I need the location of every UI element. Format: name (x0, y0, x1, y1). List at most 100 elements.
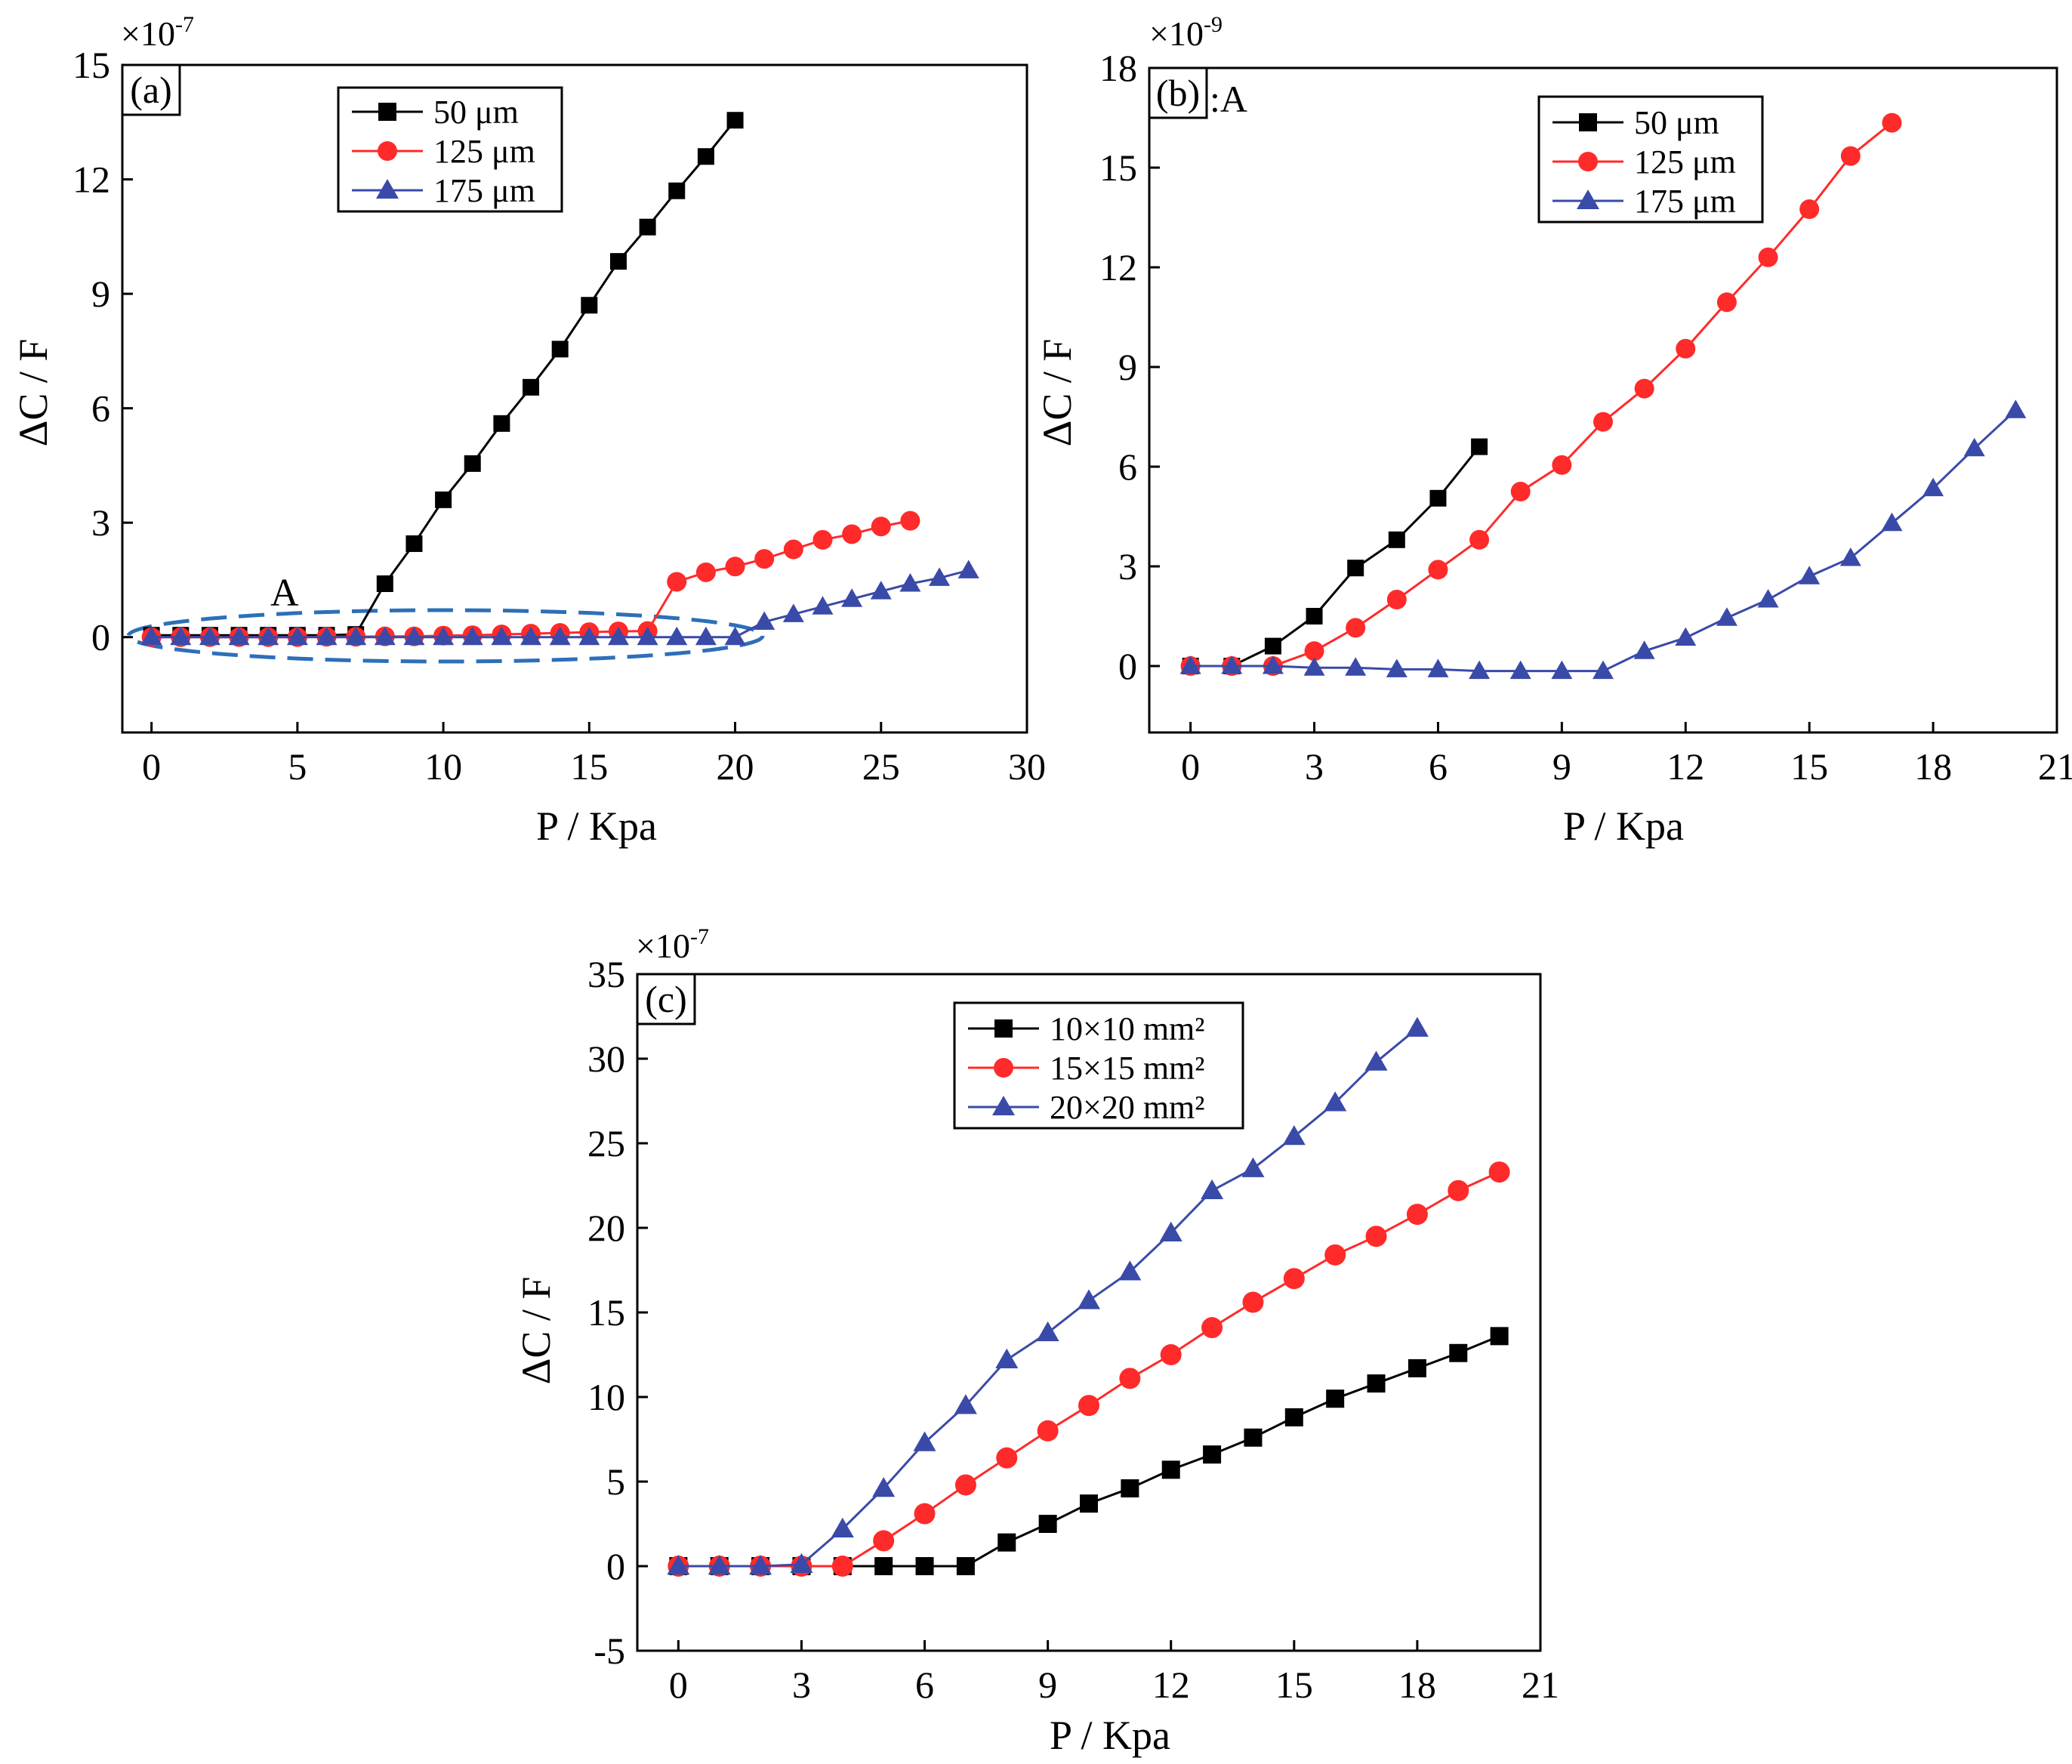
panel-b: ×10-9 0 3 6 9 12 15 18 21 0 3 6 9 12 15 18 (b) :A 50 μ… (1034, 12, 2072, 849)
data-point-circle (812, 529, 833, 550)
data-point-circle (1799, 199, 1820, 219)
data-point-triangle (1405, 1016, 1429, 1037)
x-tick-label: 5 (288, 745, 307, 788)
data-point-square (915, 1557, 934, 1575)
y-tick-label: 35 (587, 953, 625, 995)
y-tick-label: 3 (1118, 545, 1137, 587)
panel-b-legend: 50 μm 125 μm 175 μm (1537, 95, 1764, 224)
data-point-circle (1469, 529, 1490, 550)
y-tick-label: 12 (72, 159, 110, 201)
panel-a-y-axis-title: ΔC / F (11, 339, 56, 447)
panel-c-series (667, 1016, 1510, 1577)
x-tick-label: 20 (717, 745, 754, 788)
panel-c-legend: 10×10 mm² 15×15 mm² 20×20 mm² (953, 1001, 1244, 1130)
data-point-circle (1593, 412, 1613, 432)
data-point-triangle (708, 1555, 731, 1575)
data-point-square (697, 148, 714, 165)
panel-b-x-axis-title: P / Kpa (1563, 803, 1684, 849)
data-point-triangle (637, 626, 658, 646)
data-point-triangle (549, 626, 571, 646)
data-point-triangle (1303, 657, 1325, 676)
data-point-square (609, 253, 627, 270)
legend-label-20x20: 20×20 mm² (1050, 1089, 1204, 1126)
data-point-triangle (667, 1555, 690, 1575)
panel-c-label: (c) (645, 978, 687, 1020)
data-point-triangle (831, 1517, 854, 1537)
data-point-square (551, 341, 569, 358)
data-point-circle (1448, 1180, 1469, 1201)
series-line-triangle (1190, 409, 2017, 673)
data-point-triangle (170, 626, 192, 646)
data-point-triangle (957, 560, 979, 578)
legend-label-15x15: 15×15 mm² (1050, 1050, 1204, 1087)
data-point-circle (831, 1556, 853, 1577)
legend-label-10x10: 10×10 mm² (1050, 1010, 1204, 1047)
data-point-circle (754, 549, 775, 569)
data-point-triangle (870, 581, 892, 600)
data-point-triangle (1345, 657, 1367, 676)
data-point-triangle (724, 626, 746, 646)
data-point-triangle (666, 626, 688, 646)
data-point-square (1388, 531, 1405, 548)
data-point-triangle (1386, 658, 1408, 677)
data-point-square (581, 297, 598, 314)
data-point-triangle (433, 626, 455, 646)
y-tick-label: 20 (587, 1207, 625, 1249)
data-point-circle (954, 1474, 976, 1496)
legend-item-175um: 175 μm (1552, 183, 1736, 220)
data-point-triangle (1922, 477, 1944, 497)
panel-a-annotation: A (270, 572, 299, 615)
data-point-triangle (1036, 1321, 1059, 1342)
data-point-triangle (1716, 607, 1737, 626)
legend-marker-triangle (376, 179, 399, 199)
data-point-circle (1346, 618, 1366, 638)
data-point-triangle (461, 626, 483, 646)
data-point-triangle (1757, 589, 1779, 608)
data-point-square (1203, 1445, 1222, 1464)
data-point-square (668, 182, 686, 199)
data-point-square (639, 218, 656, 236)
data-point-circle (996, 1447, 1018, 1469)
y-tick-label: 5 (606, 1460, 625, 1503)
data-point-triangle (316, 626, 338, 646)
x-tick-label: 18 (1398, 1664, 1436, 1706)
data-point-circle (1510, 482, 1531, 501)
y-tick-label: 6 (91, 387, 110, 430)
legend-label-50um: 50 μm (1634, 104, 1719, 141)
data-point-triangle (1963, 437, 1985, 457)
panel-b-series (1179, 113, 2027, 680)
panel-c-y-axis-title: ΔC / F (513, 1277, 559, 1385)
panel-b-label-box (1148, 66, 1208, 119)
data-point-triangle (1282, 1125, 1306, 1146)
data-point-triangle (403, 626, 425, 646)
data-point-triangle (841, 588, 863, 607)
data-point-circle (1552, 455, 1572, 475)
x-tick-label: 6 (915, 1664, 934, 1706)
data-point-square (1244, 1428, 1263, 1447)
data-point-triangle (1324, 1091, 1347, 1112)
data-point-square (1121, 1479, 1139, 1497)
data-point-triangle (1509, 660, 1531, 680)
data-point-circle (1304, 641, 1324, 662)
x-tick-label: 6 (1429, 745, 1448, 788)
data-point-triangle (812, 596, 834, 615)
data-point-triangle (749, 1555, 772, 1575)
legend-label-175um: 175 μm (1634, 183, 1736, 220)
x-tick-label: 21 (2038, 745, 2072, 788)
y-tick-label: 0 (91, 616, 110, 658)
panel-b-label: (b) (1156, 72, 1200, 114)
legend-item-20x20: 20×20 mm² (968, 1089, 1204, 1126)
data-point-square (997, 1533, 1016, 1552)
data-point-circle (900, 510, 920, 531)
data-point-triangle (140, 626, 162, 646)
panel-a-plot-frame (121, 63, 1028, 734)
x-tick-label: 0 (1181, 745, 1200, 788)
x-tick-label: 15 (1790, 745, 1828, 788)
data-point-triangle (1427, 658, 1449, 677)
data-point-triangle (2005, 399, 2027, 418)
data-point-square (874, 1557, 893, 1575)
panel-b-label-suffix: :A (1210, 78, 1247, 120)
legend-marker-square (1579, 113, 1597, 131)
legend-label-125um: 125 μm (433, 133, 535, 170)
